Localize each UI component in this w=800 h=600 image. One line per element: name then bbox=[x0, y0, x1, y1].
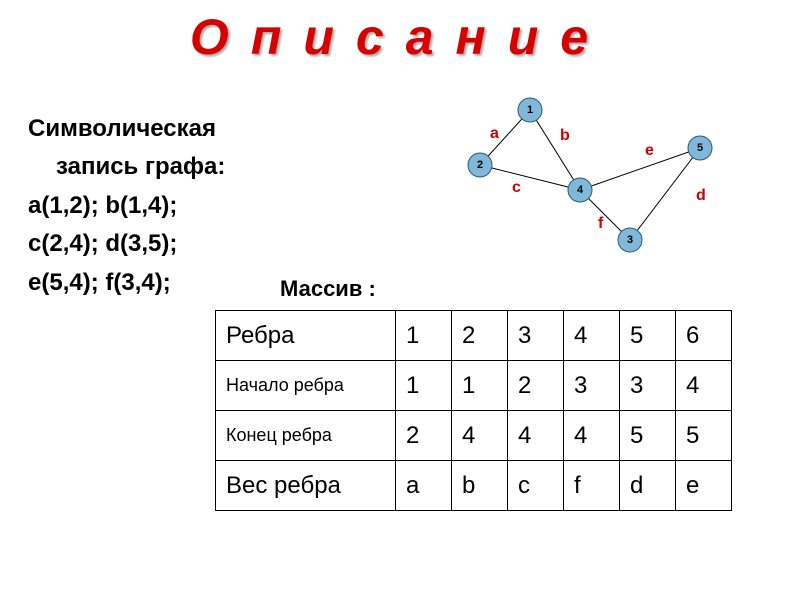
svg-text:2: 2 bbox=[477, 159, 483, 171]
table-cell: 1 bbox=[396, 311, 452, 361]
table-cell: a bbox=[396, 461, 452, 511]
graph-edge-label: f bbox=[598, 215, 604, 232]
symbolic-line: c(2,4); d(3,5); bbox=[28, 225, 348, 263]
graph-node: 5 bbox=[688, 136, 712, 160]
page-title: Описание bbox=[0, 8, 800, 66]
svg-text:3: 3 bbox=[627, 234, 633, 246]
table-cell: 4 bbox=[564, 411, 620, 461]
table-cell: 5 bbox=[620, 411, 676, 461]
table-cell: 3 bbox=[508, 311, 564, 361]
graph-edge bbox=[630, 148, 700, 240]
table-cell: 6 bbox=[676, 311, 732, 361]
table-row: Вес ребра a b c f d e bbox=[216, 461, 732, 511]
table-row: Ребра 1 2 3 4 5 6 bbox=[216, 311, 732, 361]
table-row: Конец ребра 2 4 4 4 5 5 bbox=[216, 411, 732, 461]
table-cell: e bbox=[676, 461, 732, 511]
graph-edge-label: c bbox=[512, 179, 521, 196]
graph-edge-label: b bbox=[560, 127, 570, 144]
graph-edge bbox=[530, 110, 580, 190]
table-cell: 5 bbox=[620, 311, 676, 361]
svg-text:5: 5 bbox=[697, 142, 703, 154]
graph-node: 3 bbox=[618, 228, 642, 252]
symbolic-heading-1: Символическая bbox=[28, 110, 348, 148]
graph-node: 2 bbox=[468, 153, 492, 177]
svg-text:1: 1 bbox=[527, 104, 533, 116]
table-cell: 4 bbox=[508, 411, 564, 461]
table-cell: 4 bbox=[564, 311, 620, 361]
table-cell: d bbox=[620, 461, 676, 511]
table-cell: b bbox=[452, 461, 508, 511]
row-label: Вес ребра bbox=[216, 461, 396, 511]
array-label: Массив : bbox=[280, 276, 376, 302]
table-cell: f bbox=[564, 461, 620, 511]
svg-text:4: 4 bbox=[577, 184, 584, 196]
symbolic-heading-2: запись графа: bbox=[28, 148, 348, 186]
symbolic-line: a(1,2); b(1,4); bbox=[28, 187, 348, 225]
graph-node: 4 bbox=[568, 178, 592, 202]
row-label: Ребра bbox=[216, 311, 396, 361]
table-cell: 4 bbox=[452, 411, 508, 461]
table-cell: 1 bbox=[396, 361, 452, 411]
graph-edge-label: d bbox=[696, 187, 706, 204]
table-cell: 4 bbox=[676, 361, 732, 411]
table-cell: 3 bbox=[620, 361, 676, 411]
graph-node: 1 bbox=[518, 98, 542, 122]
table-cell: 1 bbox=[452, 361, 508, 411]
graph-edge bbox=[580, 148, 700, 190]
symbolic-block: Символическая запись графа: a(1,2); b(1,… bbox=[28, 110, 348, 302]
row-label: Конец ребра bbox=[216, 411, 396, 461]
table-cell: 2 bbox=[452, 311, 508, 361]
table-cell: 2 bbox=[508, 361, 564, 411]
table-cell: 3 bbox=[564, 361, 620, 411]
row-label: Начало ребра bbox=[216, 361, 396, 411]
edge-array-table: Ребра 1 2 3 4 5 6 Начало ребра 1 1 2 3 3… bbox=[215, 310, 732, 511]
graph-diagram: a b c d e f 1 2 3 4 5 bbox=[420, 90, 770, 270]
table-row: Начало ребра 1 1 2 3 3 4 bbox=[216, 361, 732, 411]
graph-edge-label: a bbox=[490, 125, 499, 142]
graph-edge bbox=[480, 165, 580, 190]
graph-edge-label: e bbox=[645, 142, 654, 159]
table-cell: c bbox=[508, 461, 564, 511]
table-cell: 5 bbox=[676, 411, 732, 461]
table-cell: 2 bbox=[396, 411, 452, 461]
